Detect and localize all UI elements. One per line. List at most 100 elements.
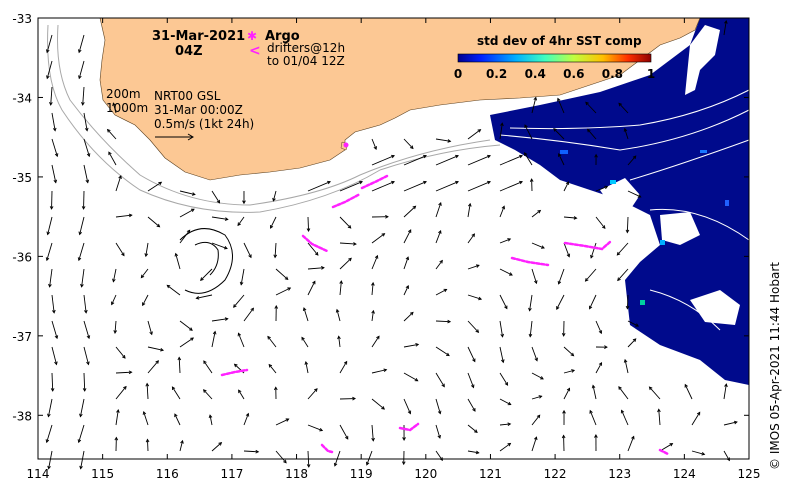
current-vector <box>79 216 85 235</box>
current-vector <box>339 181 363 192</box>
current-vector <box>233 294 245 308</box>
current-vector-head <box>121 252 125 257</box>
current-vector <box>563 369 575 374</box>
current-vector <box>49 268 53 287</box>
current-vector-head <box>242 200 246 205</box>
current-vector <box>307 388 318 400</box>
current-vector <box>403 343 419 348</box>
current-vector <box>563 242 570 257</box>
current-vector-head <box>507 442 512 447</box>
current-vector-head <box>455 180 459 185</box>
current-vector <box>371 310 374 322</box>
lat-tick-label: -37 <box>12 330 32 344</box>
current-vector-head <box>371 281 375 286</box>
current-vector-head <box>216 199 221 204</box>
current-vector <box>115 175 122 192</box>
current-vector <box>531 346 538 361</box>
current-vector <box>467 450 479 454</box>
current-vector-head <box>455 154 459 159</box>
current-vector-head <box>218 442 223 446</box>
current-vector <box>467 372 474 388</box>
current-vector <box>435 424 441 439</box>
current-vector <box>595 216 606 229</box>
current-vector <box>371 369 387 374</box>
current-vector-head <box>443 288 448 293</box>
current-vector <box>307 424 323 431</box>
drifter-track <box>360 174 389 190</box>
current-vector-head <box>500 359 505 364</box>
current-vector <box>211 216 228 220</box>
current-vector <box>499 423 511 426</box>
current-vector-head <box>423 154 427 159</box>
current-vector-head <box>79 413 83 418</box>
current-vector <box>115 346 126 359</box>
current-vector <box>147 320 153 335</box>
current-vector <box>243 413 249 426</box>
current-vector-head <box>423 180 427 185</box>
current-vector-head <box>140 274 145 279</box>
current-vector <box>275 268 289 280</box>
current-vector-head <box>446 352 450 357</box>
current-vector-head <box>283 459 287 464</box>
current-vector-head <box>374 254 379 259</box>
current-vector-head <box>171 386 176 391</box>
current-vector-head <box>561 434 566 439</box>
current-vector <box>211 242 228 249</box>
current-vector <box>403 398 411 414</box>
current-vector <box>209 415 213 426</box>
current-vector-head <box>407 410 412 415</box>
current-vector <box>83 294 87 313</box>
current-vector-head <box>566 253 571 258</box>
current-vector-head <box>237 332 242 337</box>
current-vector-head <box>504 382 509 386</box>
isobath-lines <box>47 24 501 213</box>
current-vector <box>435 346 450 356</box>
current-vector <box>81 268 85 287</box>
current-vector-head <box>571 369 576 373</box>
current-vector <box>467 203 471 218</box>
current-vector <box>275 287 291 296</box>
current-vector <box>179 208 195 218</box>
current-vector-head <box>314 388 318 392</box>
current-vector <box>587 129 597 140</box>
current-vector-head <box>195 296 200 300</box>
current-vector <box>499 206 505 218</box>
current-vector-head <box>472 358 476 363</box>
current-vector-head <box>507 238 512 242</box>
current-vector-head <box>625 229 630 234</box>
current-vector-head <box>224 317 229 321</box>
current-vector <box>83 346 89 365</box>
current-vector-head <box>53 179 58 184</box>
current-vector-head <box>438 201 442 206</box>
current-vector-head <box>439 259 443 264</box>
current-vector <box>435 372 445 387</box>
current-vector-head <box>724 19 728 24</box>
current-vector-head <box>45 439 50 444</box>
current-vector-head <box>365 461 370 466</box>
current-vector <box>403 372 418 382</box>
current-vector <box>115 242 125 256</box>
current-vector-head <box>54 335 59 340</box>
current-vector <box>83 320 90 339</box>
current-vector-head <box>47 465 51 470</box>
current-vector <box>499 155 523 166</box>
current-vector <box>563 388 570 400</box>
current-vector <box>557 98 565 114</box>
current-vector <box>47 398 53 417</box>
current-vector <box>267 336 277 348</box>
current-vector <box>270 216 277 229</box>
current-vector-head <box>604 345 608 349</box>
current-vector <box>274 242 277 258</box>
current-vector-head <box>327 180 331 185</box>
current-vector <box>467 129 481 140</box>
current-vector <box>499 268 513 276</box>
current-vector <box>563 346 574 357</box>
drifter-icon: < <box>249 43 261 59</box>
current-vector-head <box>352 396 356 401</box>
current-vector <box>467 155 491 166</box>
lat-tick-label: -33 <box>12 12 32 26</box>
current-vector-head <box>414 377 419 382</box>
current-vector <box>684 384 693 400</box>
colorbar-tick-label: 0.4 <box>525 67 546 81</box>
